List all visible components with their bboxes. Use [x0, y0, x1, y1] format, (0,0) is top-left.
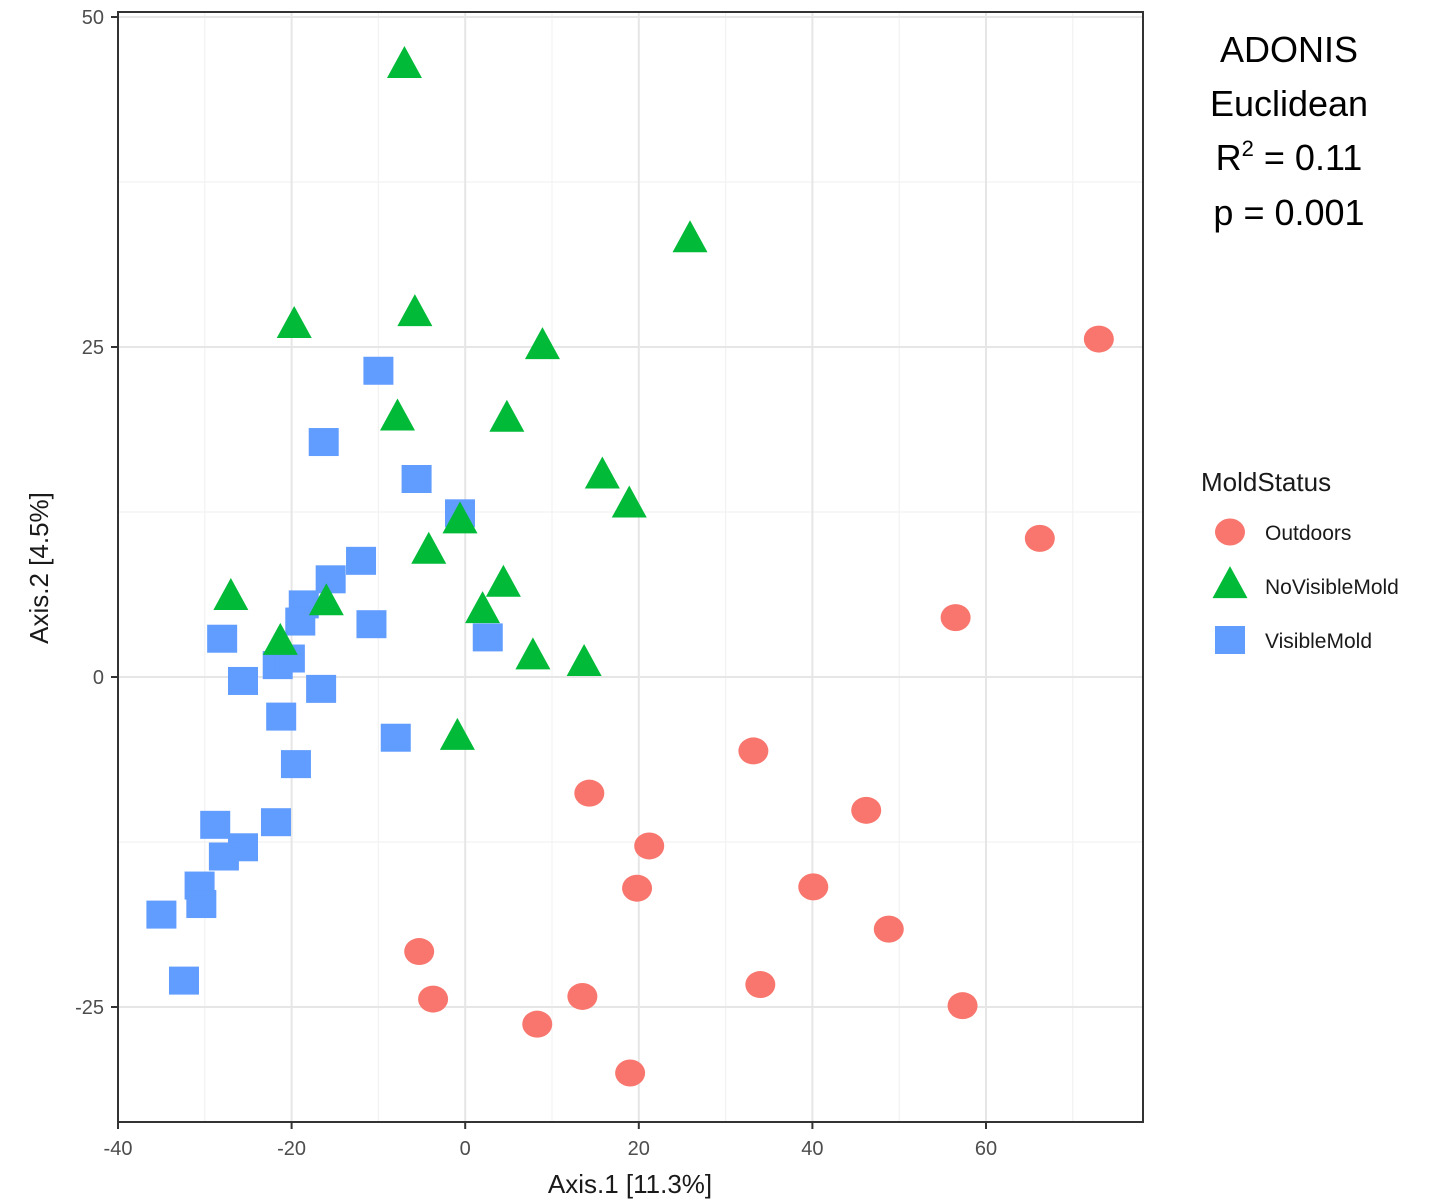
data-points [146, 46, 1114, 1087]
legend-key-circle [1215, 518, 1245, 546]
circle-point [738, 737, 769, 765]
y-tick-label: 25 [82, 337, 104, 359]
x-axis-title: Axis.1 [11.3%] [548, 1169, 712, 1199]
circle-point [567, 982, 598, 1010]
circle-point [940, 604, 971, 632]
series-visiblemold [146, 356, 503, 995]
x-tick-label: -40 [104, 1138, 133, 1160]
square-point [285, 607, 316, 636]
square-point [208, 842, 239, 871]
triangle-point [308, 583, 344, 616]
square-point [146, 900, 177, 929]
square-point [227, 666, 258, 695]
square-point [306, 674, 337, 703]
circle-point [418, 985, 449, 1013]
x-tick-label: 60 [975, 1138, 997, 1160]
x-tick-label: 40 [801, 1138, 823, 1160]
square-point [266, 702, 297, 731]
y-axis-title: Axis.2 [4.5%] [24, 492, 54, 644]
annotation-r-value: = 0.11 [1254, 137, 1362, 178]
circle-point [615, 1059, 646, 1087]
triangle-point [489, 399, 525, 432]
triangle-point [213, 577, 249, 610]
square-point [346, 546, 377, 575]
y-tick-label: 50 [82, 7, 104, 29]
circle-point [798, 873, 829, 901]
axis-ticks: -40 -20 0 20 40 60 -25 0 25 50 [75, 7, 997, 1160]
circle-point [404, 938, 435, 966]
legend-item-visiblemold: VisibleMold [1215, 626, 1372, 654]
square-point [207, 624, 238, 653]
circle-point [522, 1010, 553, 1038]
square-point [315, 565, 346, 594]
triangle-point [442, 501, 478, 534]
square-point [260, 808, 291, 837]
triangle-point [611, 485, 647, 518]
circle-point [873, 915, 904, 943]
square-point [308, 428, 339, 457]
square-point [186, 890, 217, 919]
legend-items: Outdoors NoVisibleMold VisibleMold [1212, 518, 1399, 654]
square-point [472, 623, 503, 652]
grid [117, 12, 1143, 1122]
square-point [380, 723, 411, 752]
triangle-point [379, 398, 415, 431]
triangle-point [584, 456, 620, 489]
triangle-point [439, 717, 475, 750]
square-point [401, 465, 432, 493]
square-point [363, 356, 394, 385]
x-tick-label: 20 [628, 1138, 650, 1160]
plot-panel-border [117, 11, 1144, 1123]
legend-title: MoldStatus [1201, 467, 1331, 497]
triangle-point [276, 306, 312, 339]
legend-label: NoVisibleMold [1265, 576, 1399, 599]
triangle-point [485, 564, 521, 597]
legend-item-outdoors: Outdoors [1215, 518, 1351, 546]
triangle-point [465, 591, 501, 624]
x-tick-label: 0 [460, 1138, 471, 1160]
circle-point [1083, 325, 1114, 353]
legend-label: Outdoors [1265, 522, 1351, 545]
annotation-line-2: Euclidean [1210, 83, 1368, 124]
circle-point [947, 992, 978, 1020]
circle-point [1024, 524, 1055, 552]
circle-point [622, 874, 653, 902]
series-novisiblemold [213, 46, 708, 750]
annotation-line-1: ADONIS [1220, 29, 1358, 70]
square-point [200, 810, 231, 839]
annotation-r-label: R [1216, 137, 1242, 178]
legend-key-square [1215, 626, 1245, 654]
triangle-point [515, 637, 551, 670]
triangle-point [386, 46, 422, 78]
triangle-point [524, 327, 560, 360]
legend-key-triangle [1212, 566, 1248, 599]
circle-point [851, 796, 882, 824]
stats-annotation: ADONIS Euclidean R2 = 0.11 p = 0.001 [1210, 29, 1368, 233]
annotation-r-superscript: 2 [1242, 136, 1254, 161]
triangle-point [411, 531, 447, 564]
annotation-line-3: R2 = 0.11 [1216, 136, 1363, 178]
square-point [280, 750, 311, 779]
triangle-point [672, 220, 708, 253]
square-point [168, 966, 199, 995]
triangle-point [397, 294, 433, 327]
annotation-line-4: p = 0.001 [1213, 192, 1364, 233]
y-tick-label: 0 [93, 667, 104, 689]
legend-label: VisibleMold [1265, 630, 1372, 653]
legend: MoldStatus Outdoors NoVisibleMold VisibleM… [1201, 467, 1399, 654]
circle-point [574, 779, 605, 807]
legend-item-novisiblemold: NoVisibleMold [1212, 566, 1399, 599]
triangle-point [566, 643, 602, 676]
square-point [356, 610, 387, 639]
circle-point [745, 971, 776, 999]
y-tick-label: -25 [75, 997, 104, 1019]
x-tick-label: -20 [277, 1138, 306, 1160]
triangle-point [262, 622, 298, 655]
circle-point [634, 832, 665, 860]
series-outdoors [404, 325, 1114, 1087]
